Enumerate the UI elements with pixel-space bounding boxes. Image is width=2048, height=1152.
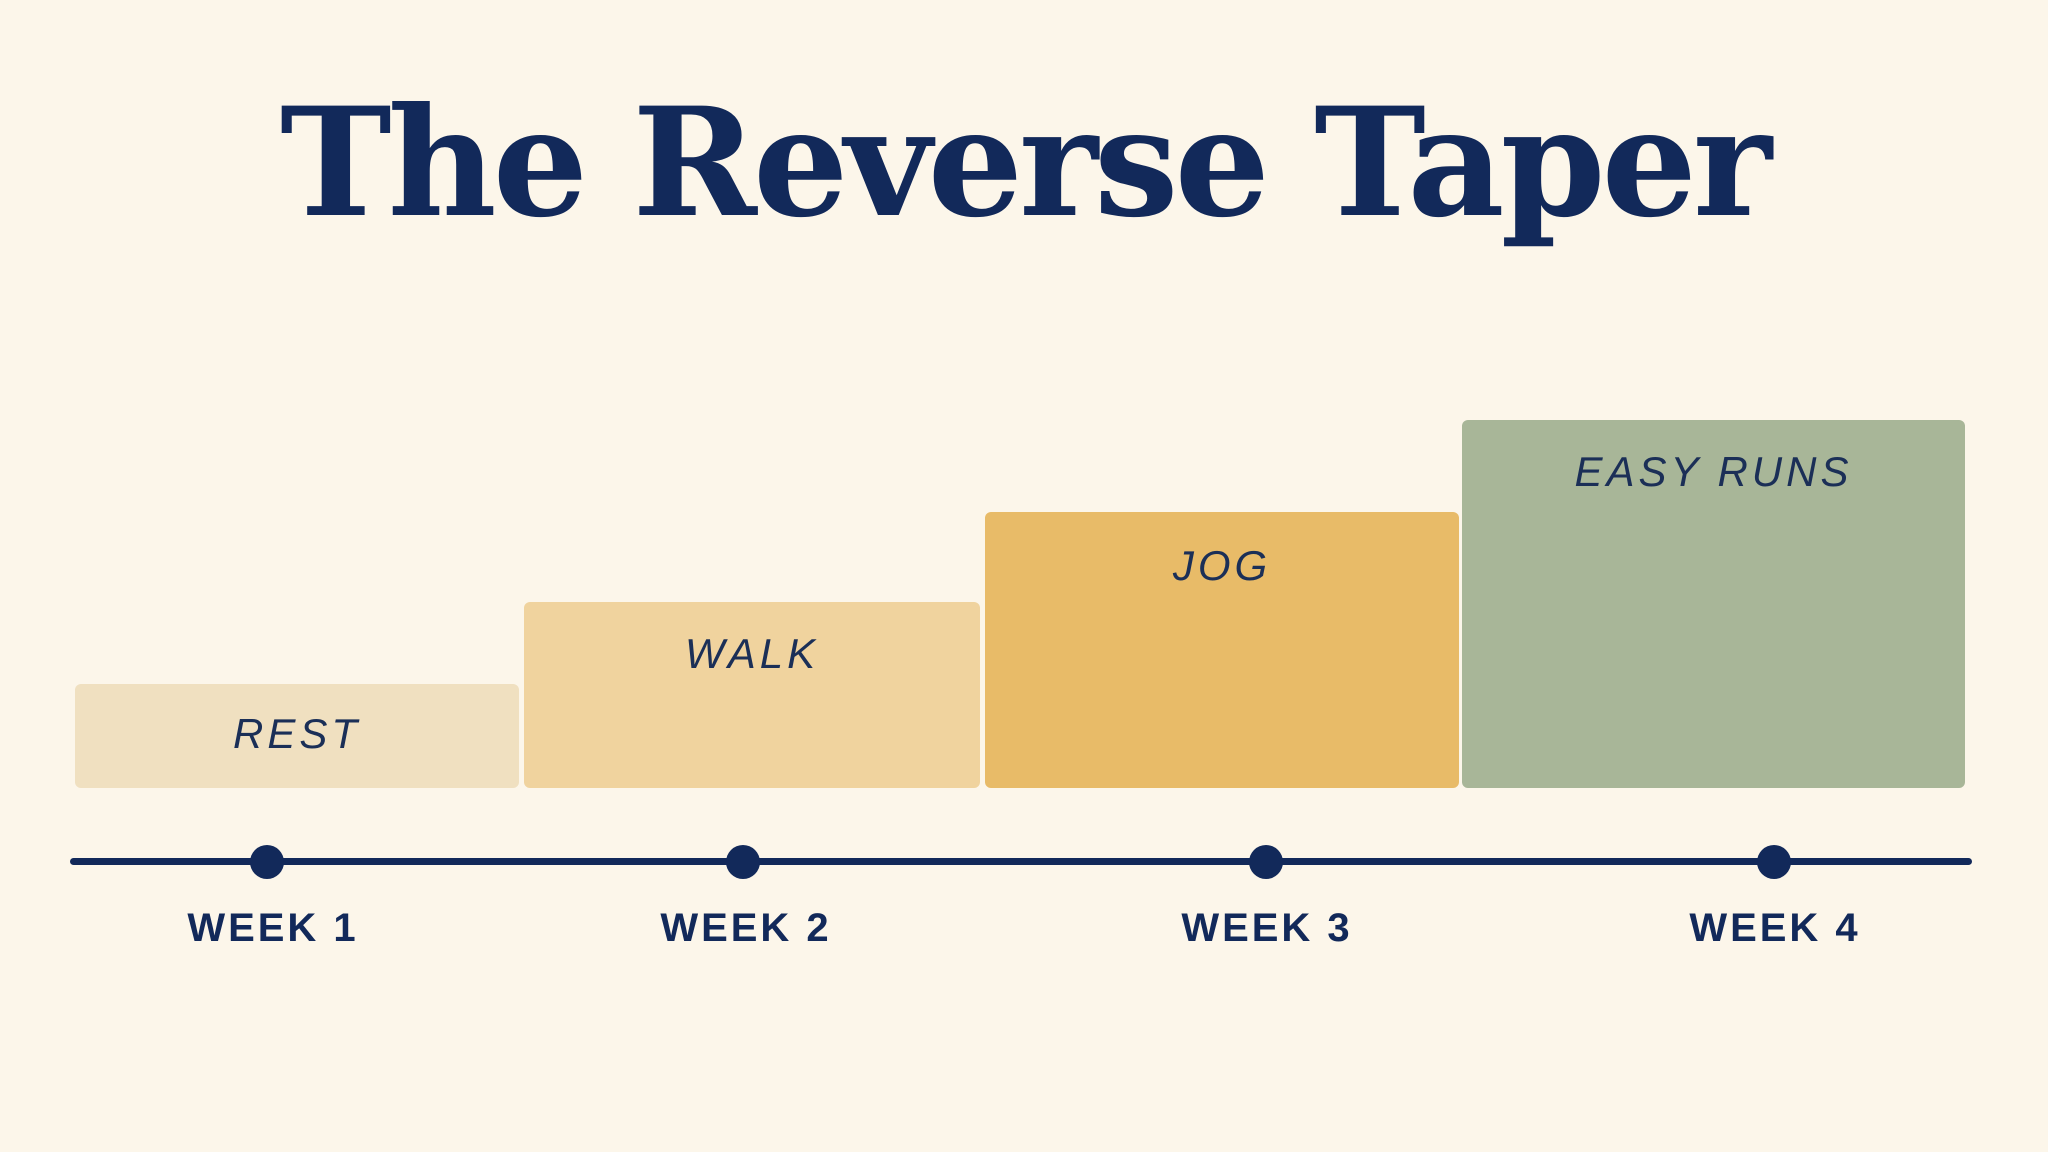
week-label-2: WEEK 2 xyxy=(660,906,832,950)
week-label-4: WEEK 4 xyxy=(1689,906,1861,950)
week-label-3: WEEK 3 xyxy=(1181,906,1353,950)
timeline-axis xyxy=(70,858,1972,865)
stage-label-rest: REST xyxy=(232,710,361,757)
stage-block-walk: WALK xyxy=(524,602,980,788)
timeline-marker-week-2 xyxy=(726,845,760,879)
stage-label-walk: WALK xyxy=(684,630,820,677)
stage-label-jog: JOG xyxy=(1172,542,1272,589)
timeline-marker-week-4 xyxy=(1757,845,1791,879)
diagram-title: The Reverse Taper xyxy=(280,75,1772,251)
week-label-1: WEEK 1 xyxy=(187,906,359,950)
stage-block-easy-runs: EASY RUNS xyxy=(1462,420,1965,788)
stage-block-rest: REST xyxy=(75,684,519,788)
stage-block-jog: JOG xyxy=(985,512,1459,788)
stage-label-easy-runs: EASY RUNS xyxy=(1574,448,1853,495)
timeline-marker-week-3 xyxy=(1249,845,1283,879)
timeline-marker-week-1 xyxy=(250,845,284,879)
